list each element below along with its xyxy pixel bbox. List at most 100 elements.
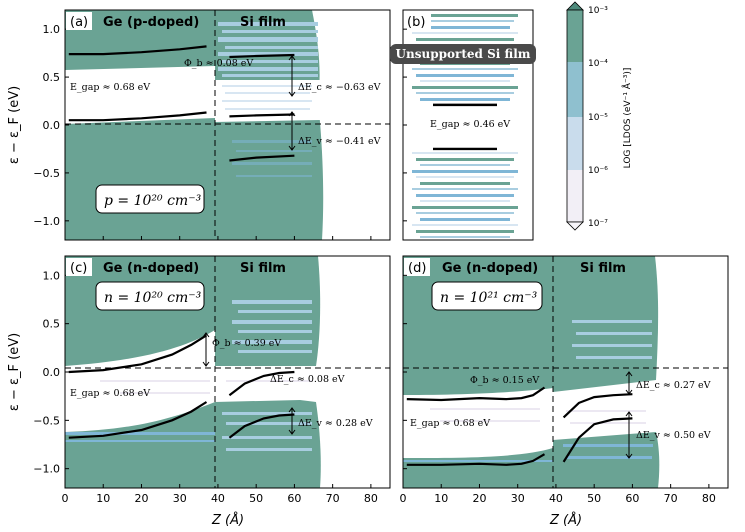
y-tick-label: 1.0 [43, 23, 61, 36]
film-state-stripe [416, 230, 514, 233]
y-tick-label: 0.5 [43, 71, 61, 84]
film-state-stripe [412, 14, 518, 17]
film-state-stripe [420, 218, 510, 221]
delta-ev-annotation: ΔE_v ≈ 0.50 eV [636, 430, 711, 441]
ge-vb-region [65, 402, 215, 488]
film-state-stripe [416, 212, 514, 214]
film-state-stripe [412, 170, 518, 173]
doping-label: n = 10²⁰ cm⁻³ [104, 290, 202, 306]
si-band-stripes-lower [232, 140, 312, 177]
band-edge-curve [68, 334, 208, 374]
si-cb-region [553, 256, 659, 392]
y-tick-label: −0.5 [33, 167, 60, 180]
gap-faint-states [100, 380, 312, 394]
y-tick-label: 1.0 [43, 269, 61, 282]
x-tick-label: 0 [400, 492, 407, 505]
film-state-stripe [420, 236, 510, 238]
vb-stripes [403, 444, 653, 462]
panel-d-si-title: Si film [580, 261, 626, 276]
x-tick-label: 60 [625, 492, 639, 505]
egap-annotation: E_gap ≈ 0.68 eV [70, 388, 150, 399]
film-state-stripe [420, 98, 510, 101]
band-edge-curve [68, 401, 208, 439]
x-tick-label: 30 [511, 492, 525, 505]
film-state-stripe [416, 194, 514, 197]
x-axis-label-left: Z (Å) [211, 512, 244, 528]
film-state-stripe [412, 206, 518, 209]
delta-ec-annotation: ΔE_c ≈ 0.27 eV [636, 380, 711, 391]
x-tick-label: 20 [134, 492, 148, 505]
x-tick-label: 30 [173, 492, 187, 505]
film-state-stripe [416, 74, 514, 77]
band-edge-curve [562, 393, 633, 419]
si-vb-stripes [222, 412, 312, 451]
colorbar-bottom-arrow [566, 221, 584, 231]
film-state-stripe [420, 26, 510, 29]
film-state-stripe [416, 92, 514, 94]
film-state-stripe [420, 164, 510, 166]
phi-b-annotation: Φ_b ≈ 0.15 eV [470, 375, 539, 386]
x-tick-label: 70 [326, 492, 340, 505]
x-tick-label: 40 [549, 492, 563, 505]
egap-annotation: E_gap ≈ 0.68 eV [70, 82, 150, 93]
film-state-stripe [416, 20, 514, 22]
x-tick-label: 20 [472, 492, 486, 505]
phi-b-annotation: Φ_b ≈ 0.08 eV [184, 58, 253, 69]
band-edge-curve [406, 453, 546, 466]
ge-gap-region [65, 66, 215, 124]
panel-a-si-title: Si film [240, 15, 286, 30]
film-state-stripe [412, 152, 518, 154]
gap-faint-states [430, 408, 646, 424]
panel-c-si-title: Si film [240, 261, 286, 276]
x-tick-label: 80 [702, 492, 716, 505]
panel-b-label: (b) [407, 15, 425, 30]
x-tick-label: 0 [62, 492, 69, 505]
film-state-stripe [412, 224, 518, 226]
x-tick-label: 80 [364, 492, 378, 505]
y-tick-label: −1.0 [33, 463, 60, 476]
band-edge-curve [406, 386, 546, 402]
panel-b: (b) Unsupported Si film E_gap ≈ 0.46 eV [390, 9, 536, 241]
film-state-stripe [416, 38, 514, 41]
film-state-stripe [416, 176, 514, 178]
film-state-stripe [412, 68, 518, 70]
y-tick-label: 0.5 [43, 318, 61, 331]
cb-tick-2: 10⁻⁵ [588, 113, 608, 123]
colorbar: 10⁻³ 10⁻⁴ 10⁻⁵ 10⁻⁶ 10⁻⁷ LOG [LDOS (eV⁻¹… [566, 1, 633, 231]
film-state-stripe [412, 86, 518, 89]
film-state-stripe [412, 32, 518, 34]
si-band-stripes-upper [218, 22, 318, 77]
doping-label: p = 10²⁰ cm⁻³ [104, 193, 202, 209]
panel-a-ge-title: Ge (p-doped) [103, 15, 199, 30]
x-tick-label: 50 [587, 492, 601, 505]
x-tick-label: 60 [287, 492, 301, 505]
band-edge-curve [229, 53, 295, 59]
x-tick-label: 40 [211, 492, 225, 505]
band-edge-curve [229, 154, 295, 162]
film-state-stripe [420, 200, 510, 202]
colorbar-top-arrow [566, 1, 584, 11]
x-tick-label: 70 [664, 492, 678, 505]
egap-annotation: E_gap ≈ 0.68 eV [410, 418, 490, 429]
panel-c-label: (c) [70, 261, 87, 276]
band-edge-curve [562, 417, 633, 463]
panel-d: 0 10 20 30 40 50 60 70 80 (d) Ge (n-doped) Si fi… [400, 255, 729, 505]
cb-tick-0: 10⁻³ [588, 6, 608, 16]
panel-d-ge-title: Ge (n-doped) [442, 261, 538, 276]
band-edge-curve [68, 45, 207, 56]
film-state-stripe [416, 158, 514, 161]
offset-arrows [288, 55, 296, 151]
panel-c-ge-title: Ge (n-doped) [103, 261, 199, 276]
vacuum-region [320, 10, 390, 240]
panel-b-egap: E_gap ≈ 0.46 eV [430, 119, 510, 130]
phi-b-annotation: Φ_b ≈ 0.39 eV [212, 338, 281, 349]
delta-ec-annotation: ΔE_c ≈ −0.63 eV [298, 82, 381, 93]
y-axis-label-bottom: ε − ε_F (eV) [7, 333, 22, 411]
y-tick-label: 0.0 [43, 366, 61, 379]
ge-vb-region [403, 448, 553, 488]
film-state-stripe [420, 80, 510, 82]
si-gap-faint-stripes [222, 85, 312, 110]
panel-a: 1.0 0.5 0.0 −0.5 −1.0 (a) Ge (p-doped) Si fi… [33, 9, 391, 241]
unsupported-badge-text: Unsupported Si film [396, 47, 531, 61]
doping-box [95, 281, 205, 311]
